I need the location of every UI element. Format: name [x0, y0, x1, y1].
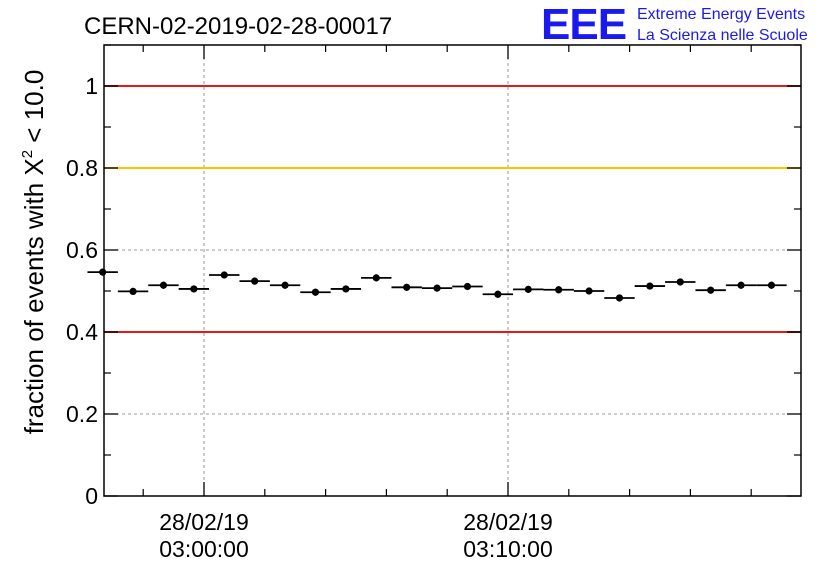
data-point [604, 294, 635, 302]
data-point-marker [737, 281, 745, 289]
data-point-marker [433, 284, 441, 292]
y-axis-label-suffix: < 10.0 [19, 70, 49, 150]
data-point [87, 268, 118, 276]
data-point [269, 281, 301, 289]
run-title: CERN-02-2019-02-28-00017 [84, 13, 392, 40]
grid-layer [104, 45, 801, 496]
data-point [513, 285, 544, 293]
data-point-marker [646, 282, 654, 290]
x-tick-date: 28/02/19 [159, 509, 249, 535]
data-point-marker [555, 286, 563, 294]
x-tick-date: 28/02/19 [463, 509, 553, 535]
data-point [756, 281, 787, 289]
data-point [178, 285, 210, 293]
x-tick-time: 03:00:00 [159, 536, 249, 562]
logo-line-1: Extreme Energy Events [637, 6, 805, 23]
data-point-marker [403, 283, 411, 291]
data-point [543, 286, 574, 294]
data-point [665, 278, 696, 286]
y-axis-label-prefix: fraction of events with [19, 176, 49, 435]
data-point-marker [342, 285, 350, 293]
reference-lines [104, 85, 801, 333]
data-point [452, 282, 483, 291]
data-point-marker [676, 278, 684, 286]
data-point-marker [494, 290, 502, 298]
y-axis-label-power: 2 [19, 150, 36, 158]
data-point-marker [767, 281, 776, 289]
plot-frame [103, 44, 802, 497]
data-point-marker [585, 287, 593, 295]
data-point [391, 283, 422, 291]
data-point-marker [159, 281, 168, 289]
logo-line-2: La Scienza nelle Scuole [637, 27, 808, 44]
eee-logo: EEE [541, 0, 626, 49]
data-point [117, 287, 149, 296]
y-tick-label: 0.2 [66, 401, 98, 427]
data-point-marker [99, 268, 107, 276]
data-point-marker [281, 281, 289, 289]
data-point [634, 282, 666, 290]
data-point [239, 277, 270, 285]
data-point [695, 286, 726, 294]
data-point-marker [251, 277, 259, 285]
y-tick-label: 1 [85, 73, 98, 99]
data-point [300, 288, 331, 296]
y-tick-label: 0.4 [66, 319, 98, 345]
y-axis-label-symbol: X [19, 158, 49, 175]
data-point-marker [129, 287, 137, 296]
y-tick-label: 0.8 [66, 155, 98, 181]
data-point-marker [707, 286, 715, 294]
data-point-marker [311, 288, 320, 296]
y-axis-label: fraction of events with X2 < 10.0 [19, 70, 49, 435]
data-point-marker [190, 285, 198, 293]
y-tick-label: 0.6 [66, 237, 98, 263]
data-point [421, 284, 453, 292]
data-point [482, 290, 514, 298]
data-points [87, 268, 787, 302]
data-point-marker [372, 274, 380, 282]
data-point-marker [524, 285, 532, 293]
y-tick-label: 0 [85, 483, 98, 509]
data-point [330, 285, 362, 293]
data-point-marker [463, 282, 472, 291]
data-point [148, 281, 179, 289]
axis-ticks: 00.20.40.60.8128/02/1903:00:0028/02/1903… [66, 44, 801, 562]
data-point-marker [615, 294, 624, 302]
data-point [725, 281, 757, 289]
data-point [573, 287, 605, 295]
data-point [209, 271, 240, 279]
data-point-marker [220, 271, 228, 279]
data-point [361, 274, 392, 282]
x-tick-time: 03:10:00 [463, 536, 553, 562]
